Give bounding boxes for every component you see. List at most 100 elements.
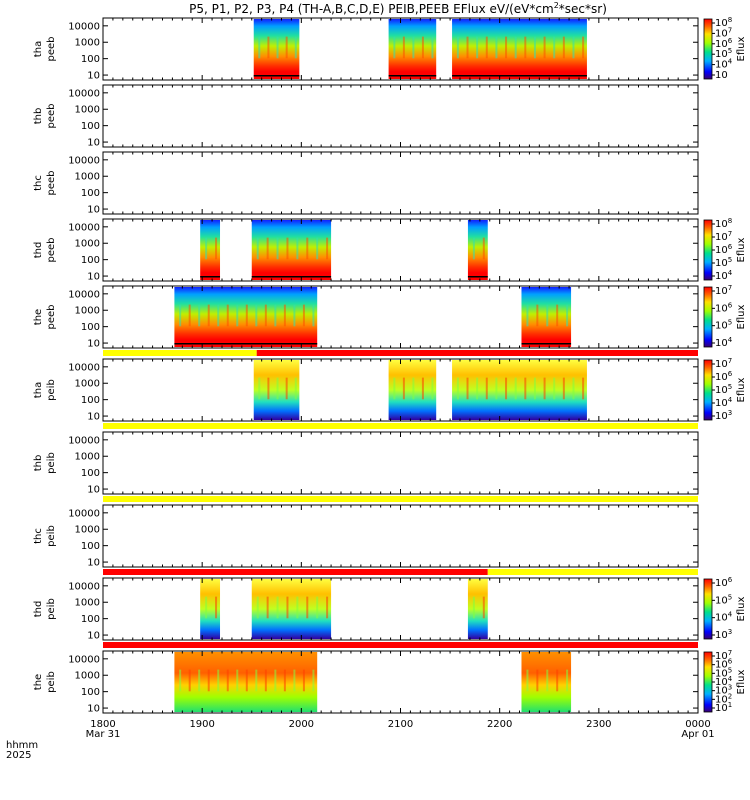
colorbar-tick-label: 105 bbox=[715, 593, 732, 606]
colorbar-label: Eflux bbox=[736, 377, 747, 402]
y-tick-label: 10 bbox=[87, 485, 100, 496]
mode-bar-segment bbox=[103, 569, 488, 575]
mode-bar-segment bbox=[103, 350, 257, 356]
spectrum-streak bbox=[431, 36, 434, 59]
spectrum-streak bbox=[312, 669, 315, 692]
y-tick-label: 1000 bbox=[75, 379, 100, 390]
spectrum-streak bbox=[572, 377, 575, 400]
x-tick-sublabel: Apr 01 bbox=[681, 729, 714, 740]
spectrum-streak bbox=[207, 304, 210, 327]
colorbar-tick-label: 103 bbox=[715, 409, 732, 422]
colorbar-label: Eflux bbox=[736, 36, 747, 61]
colorbar bbox=[703, 219, 713, 281]
spectrum-streak bbox=[283, 304, 286, 327]
title-main: P5, P1, P2, P3, P4 (TH-A,B,C,D,E) PEIB,P… bbox=[189, 2, 554, 16]
y-tick-label: 1000 bbox=[75, 452, 100, 463]
panel-label-product: peib bbox=[46, 525, 57, 547]
colorbar-tick-label: 105 bbox=[715, 383, 732, 396]
spectrum-streak bbox=[412, 377, 415, 400]
spectrum-streak bbox=[245, 304, 248, 327]
spectrum-streak bbox=[267, 377, 270, 400]
spectrum-streak bbox=[286, 596, 289, 619]
y-tick-label: 10 bbox=[87, 412, 100, 423]
spectrum-block bbox=[467, 220, 488, 280]
spectrum-streak bbox=[582, 36, 585, 59]
spectrum-streak bbox=[543, 377, 546, 400]
colorbar-tick-label: 106 bbox=[715, 243, 733, 256]
spectrum-streak bbox=[245, 669, 248, 692]
x-tick-label: 0000 bbox=[685, 719, 710, 730]
colorbar-tick-label: 107 bbox=[715, 284, 732, 297]
spectrum-streak bbox=[306, 237, 309, 260]
panel-label-product: peeb bbox=[46, 171, 57, 196]
spectrum-streak bbox=[207, 669, 210, 692]
y-tick-label: 10000 bbox=[68, 289, 100, 300]
spectrum-streak bbox=[316, 237, 319, 260]
y-tick-label: 10 bbox=[87, 205, 100, 216]
colorbar bbox=[703, 359, 713, 421]
y-tick-label: 10000 bbox=[68, 654, 100, 665]
spectrum-streak bbox=[205, 237, 208, 260]
spectrum-streak bbox=[326, 596, 329, 619]
panel-label-probe: tha bbox=[33, 41, 44, 57]
y-tick-label: 10 bbox=[87, 631, 100, 642]
y-tick-label: 10000 bbox=[68, 155, 100, 166]
panel-label-product: peeb bbox=[46, 305, 57, 330]
spectrum-streak bbox=[217, 669, 220, 692]
spectrum-streak bbox=[562, 36, 565, 59]
y-tick-label: 10 bbox=[87, 272, 100, 283]
panel-frame bbox=[102, 218, 699, 282]
spectrum-streak bbox=[393, 377, 396, 400]
spectrum-streak bbox=[431, 377, 434, 400]
spectrum-streak bbox=[293, 669, 296, 692]
spectrum-streak bbox=[312, 304, 315, 327]
spectrum-streak bbox=[188, 304, 191, 327]
spectrum-streak bbox=[294, 377, 297, 400]
spectrum-streak bbox=[476, 36, 479, 59]
spectrum-block bbox=[452, 360, 587, 420]
spectrum-streak bbox=[546, 669, 549, 692]
panel-label-probe: thd bbox=[33, 601, 44, 618]
panel-thb-peib: 10 100 1000 10000 thb peib bbox=[33, 431, 699, 496]
panel-label-probe: tha bbox=[33, 382, 44, 398]
spectrum-streak bbox=[226, 304, 229, 327]
spectrum-block bbox=[452, 19, 587, 79]
spectrum-streak bbox=[536, 304, 539, 327]
y-tick-label: 100 bbox=[81, 188, 100, 199]
colorbar-label: Eflux bbox=[736, 237, 747, 262]
x-tick-label: 1800 bbox=[90, 719, 115, 730]
panel-label-probe: thd bbox=[33, 242, 44, 259]
spectrum-streak bbox=[533, 377, 536, 400]
panel-frame bbox=[102, 431, 699, 495]
spectrum-streak bbox=[472, 237, 475, 260]
y-tick-label: 1000 bbox=[75, 525, 100, 536]
y-tick-label: 100 bbox=[81, 395, 100, 406]
y-tick-label: 10000 bbox=[68, 581, 100, 592]
panel-label-product: peeb bbox=[46, 238, 57, 263]
colorbar-tick-label: 106 bbox=[715, 370, 733, 383]
spectrum-streak bbox=[421, 377, 424, 400]
spectrum-streak bbox=[264, 304, 267, 327]
panel-label-product: peib bbox=[46, 452, 57, 474]
x-tick-sublabel: Mar 31 bbox=[86, 729, 121, 740]
spectrum-streak bbox=[188, 669, 191, 692]
panel-thc-peib: 10 100 1000 10000 thc peib bbox=[33, 504, 699, 569]
panel-thd-peeb: 10 100 1000 10000 thd peeb 108107106105104Eflu… bbox=[33, 217, 747, 283]
spectrum-streak bbox=[285, 36, 288, 59]
spectrum-streak bbox=[264, 669, 267, 692]
spectrum-streak bbox=[466, 36, 469, 59]
colorbar-tick-label: 104 bbox=[715, 58, 733, 71]
panel-label-product: peeb bbox=[46, 104, 57, 129]
spectrum-streak bbox=[326, 237, 329, 260]
spectrum-streak bbox=[258, 36, 261, 59]
spectrum-streak bbox=[495, 377, 498, 400]
mode-bar-segment bbox=[487, 569, 698, 575]
spectrum-streak bbox=[402, 377, 405, 400]
spectrum-streak bbox=[215, 237, 218, 260]
spectrum-streak bbox=[205, 596, 208, 619]
y-tick-label: 100 bbox=[81, 687, 100, 698]
